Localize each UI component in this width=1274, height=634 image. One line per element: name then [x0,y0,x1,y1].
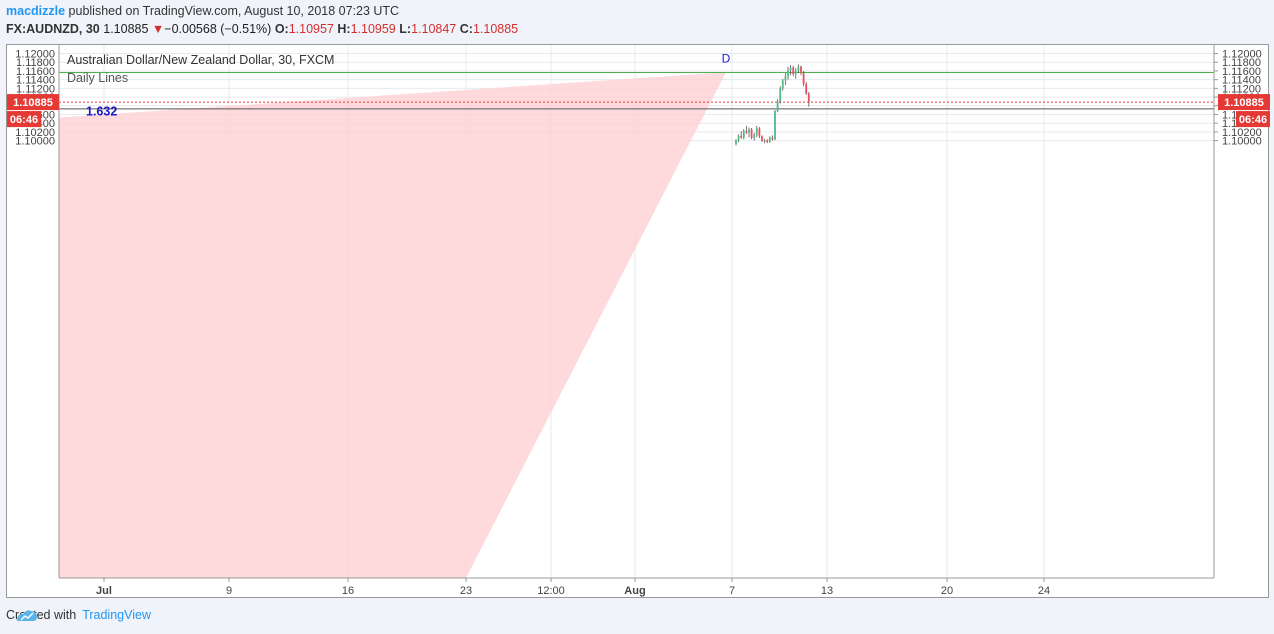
candle-body [742,131,745,138]
countdown-badge-left [7,111,41,128]
close-label: C: [459,22,473,36]
pattern-triangle [59,72,726,578]
candle-body [794,70,797,74]
high-value: 1.10959 [350,22,396,36]
y-tick-label-right: 1.10000 [1222,136,1262,148]
x-tick-label: 24 [1038,585,1050,597]
candle-body [735,140,737,145]
candle-body [807,93,810,103]
candle-body [802,73,805,85]
candle-body [758,128,761,137]
y-tick-label-left: 1.10200 [15,127,55,139]
open-value: 1.10957 [288,22,334,36]
symbol-info: FX:AUDNZD, 30 1.10885 ▼−0.00568 (−0.51%)… [6,22,518,36]
y-tick-label-right: 1.11400 [1222,75,1261,87]
point-d-label: D [722,51,731,65]
y-tick-label-left: 1.11600 [16,66,55,78]
y-tick-label-left: 1.10000 [15,136,55,148]
publish-text: published on TradingView.com, August 10,… [68,4,400,18]
close-value: 1.10885 [472,22,519,36]
down-arrow-icon: ▼ [151,22,165,36]
horizontal-lines [59,72,1214,110]
y-tick-label-left: 1.11800 [16,57,55,69]
x-tick-label: Jul [96,585,112,597]
symbol-label: FX:AUDNZD, 30 [6,22,100,36]
countdown-text-left: 06:46 [10,114,38,126]
y-tick-label-left: 1.11400 [16,75,55,87]
y-tick-label-left: 1.12000 [15,49,55,61]
last-price-text-right: 1.10885 [1224,97,1264,109]
footer: Created with TradingView [6,608,151,622]
candle-body [753,134,756,138]
candle-body [748,129,750,133]
x-tick-label: 16 [342,585,354,597]
candle-body [789,67,792,71]
candle-body [745,131,748,133]
candle-body [763,140,766,142]
low-value: 1.10847 [411,22,457,36]
x-tick-label: 13 [821,585,833,597]
candle-body [766,140,769,142]
price-change: −0.00568 (−0.51%) [164,22,272,36]
countdown-text-right: 06:46 [1239,114,1267,126]
x-tick-label: Aug [624,585,645,597]
y-tick-label-right: 1.11600 [1222,66,1261,78]
candle-body [750,129,753,138]
y-tick-label-right: 1.11800 [1222,57,1261,69]
candle-body [797,66,800,71]
candle-body [800,66,802,74]
candles [735,64,810,146]
x-tick-label: 7 [729,585,735,597]
x-tick-label: 20 [941,585,953,597]
open-label: O: [274,22,289,36]
x-tick-label: 12:00 [537,585,565,597]
last-price-badge-right [1218,94,1270,111]
study-name: Daily Lines [67,71,129,85]
high-label: H: [337,22,351,36]
candle-body [792,67,795,74]
author-link[interactable]: macdizzle [6,4,66,18]
candle-body [768,137,771,142]
chart-frame[interactable]: 1.100001.100001.102001.102001.104001.104… [6,44,1270,599]
last-price: 1.10885 [103,22,149,36]
publish-info: macdizzle published on TradingView.com, … [6,4,399,18]
candle-body [805,84,808,94]
y-tick-label-right: 1.11200 [1222,83,1261,95]
candle-body [755,128,758,135]
candle-body [737,135,740,141]
candle-body [784,76,787,81]
candle-body [779,88,782,102]
price-chart[interactable]: 1.100001.100001.102001.102001.104001.104… [7,45,1270,599]
y-tick-label-right: 1.10200 [1222,127,1262,139]
candle-body [781,80,784,89]
candle-body [771,137,774,140]
candle-body [761,136,763,142]
chart-title: Australian Dollar/New Zealand Dollar, 30… [67,53,335,67]
candle-body [740,135,743,138]
tradingview-logo-icon [17,610,37,621]
last-price-text-left: 1.10885 [13,97,53,109]
y-tick-label-right: 1.12000 [1222,49,1262,61]
last-price-badge-left [7,94,59,111]
x-tick-label: 9 [226,585,232,597]
harmonic-pattern [59,72,726,578]
y-tick-label-left: 1.11200 [16,83,55,95]
labels: D 1.632 1.10885 06:46 1.10885 06:46 [7,51,1270,128]
candle-body [787,70,789,77]
x-tick-label: 23 [460,585,472,597]
candle-body [774,111,776,140]
tradingview-link[interactable]: TradingView [82,608,151,622]
candle-body [776,101,779,112]
countdown-badge-right [1236,111,1270,128]
low-label: L: [399,22,412,36]
ratio-label: 1.632 [86,104,117,118]
